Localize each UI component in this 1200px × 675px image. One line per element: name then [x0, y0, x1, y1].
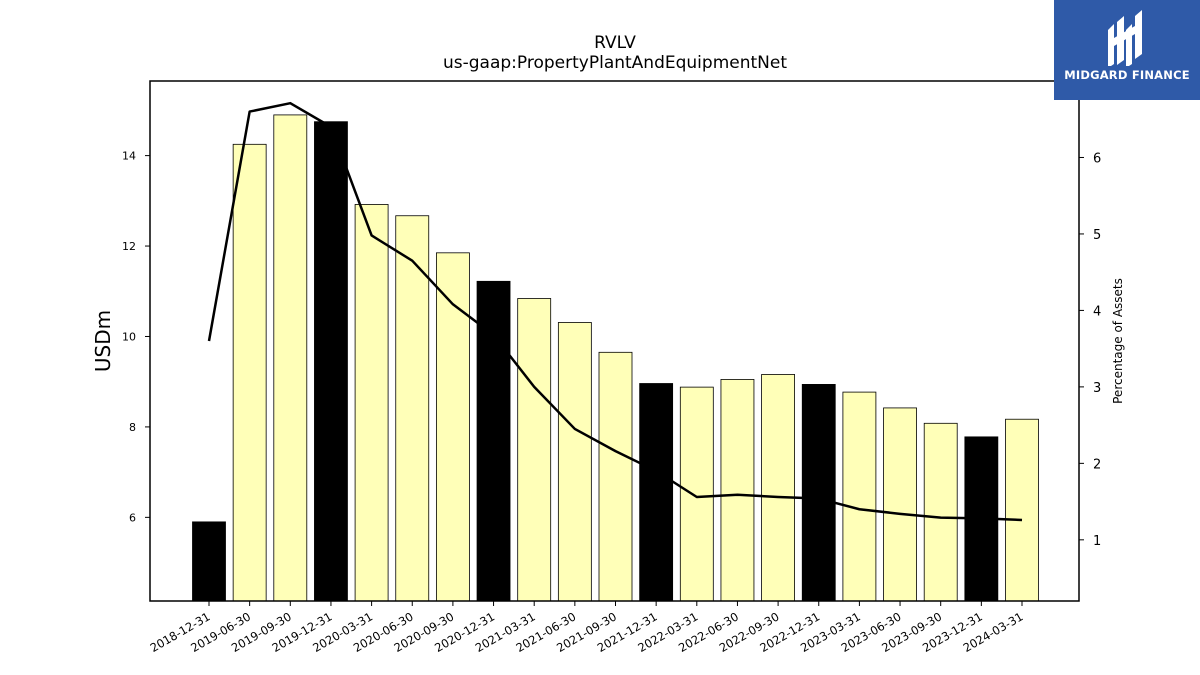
bar-2020-12-31: [476, 280, 511, 602]
y2-tick-label-5: 5: [1093, 228, 1101, 243]
bar-2021-09-30: [598, 351, 633, 602]
chart-title: RVLV: [594, 33, 636, 53]
bar-2021-06-30: [557, 322, 592, 602]
logo-text: MIDGARD FINANCE: [1064, 68, 1190, 82]
line-group: [207, 101, 1023, 522]
y2-tick-label-3: 3: [1093, 381, 1101, 396]
bar-2020-03-31: [354, 204, 389, 602]
bar-2019-09-30: [273, 114, 308, 602]
bar-2019-12-31: [314, 121, 348, 602]
y2-axis-label: Percentage of Assets: [1111, 278, 1125, 404]
bar-2023-09-30: [923, 422, 958, 602]
y2-tick-label-4: 4: [1093, 304, 1101, 319]
bar-2018-12-31: [192, 521, 226, 602]
y-tick-label-6: 6: [129, 511, 136, 524]
y2-tick-label-1: 1: [1093, 534, 1101, 549]
y-tick-label-12: 12: [122, 240, 136, 253]
bar-2022-12-31: [801, 384, 836, 602]
midgard-finance-logo: MIDGARD FINANCE: [1054, 0, 1200, 100]
y2-tick-label-6: 6: [1093, 151, 1101, 166]
bar-2024-03-31: [1005, 418, 1039, 602]
y-tick-label-14: 14: [122, 150, 136, 163]
plot-frame: [149, 80, 1080, 602]
bar-2021-03-31: [517, 298, 552, 602]
y-axis-label: USDm: [91, 310, 115, 372]
chart-subtitle: us-gaap:PropertyPlantAndEquipmentNet: [443, 53, 787, 73]
bar-2023-06-30: [883, 407, 917, 602]
y-tick-label-8: 8: [129, 421, 136, 434]
y-tick-label-10: 10: [122, 330, 136, 343]
bar-2022-09-30: [761, 374, 795, 602]
left-axis-ticks: 6 8 10 12 14: [122, 150, 150, 524]
right-axis-ticks: 1 2 3 4 5 6: [1079, 151, 1101, 549]
bars-group: [192, 114, 1039, 602]
bar-2021-12-31: [639, 383, 674, 602]
bar-2023-03-31: [842, 391, 877, 602]
bar-2019-06-30: [232, 143, 267, 602]
y2-tick-label-2: 2: [1093, 457, 1101, 472]
midgard-logo-icon: [1108, 10, 1142, 66]
x-axis-ticks: 2018-12-312019-06-302019-09-302019-12-31…: [148, 601, 1026, 655]
bar-2020-06-30: [395, 215, 430, 602]
bar-2022-06-30: [720, 379, 755, 602]
bar-2020-09-30: [435, 252, 470, 602]
bar-2022-03-31: [679, 386, 714, 602]
